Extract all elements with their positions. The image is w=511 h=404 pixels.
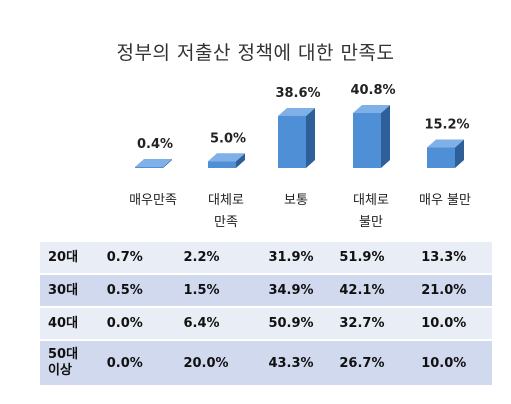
breakdown-table: 20대 0.7% 2.2% 31.9% 51.9% 13.3% 30대 0.5% 1.5% 34.…	[40, 242, 492, 387]
table-cell: 34.9%	[260, 274, 332, 308]
table-row: 20대 0.7% 2.2% 31.9% 51.9% 13.3%	[40, 242, 492, 275]
table-cell: 6.4%	[175, 307, 261, 341]
bar-2	[208, 153, 245, 168]
data-label-1: 0.4%	[137, 137, 173, 152]
table-row: 30대 0.5% 1.5% 34.9% 42.1% 21.0%	[40, 274, 492, 308]
data-label-3: 38.6%	[275, 86, 320, 101]
bar-chart: 0.4% 5.0% 38.6% 40.8% 15.2%	[135, 83, 470, 168]
table-cell: 50.9%	[260, 307, 332, 341]
row-header: 30대	[40, 274, 99, 308]
table-cell: 2.2%	[175, 242, 261, 275]
table-cell: 0.5%	[98, 274, 176, 308]
table-cell: 26.7%	[331, 340, 414, 387]
table-cell: 10.0%	[413, 340, 492, 387]
table-row: 50대 이상 0.0% 20.0% 43.3% 26.7% 10.0%	[40, 340, 492, 387]
data-label-2: 5.0%	[210, 131, 246, 146]
category-label-2: 대체로 만족	[208, 193, 244, 230]
category-label-5: 매우 불만	[419, 193, 471, 208]
bar-4	[353, 105, 390, 168]
bar-5	[427, 139, 464, 168]
table-cell: 10.0%	[413, 307, 492, 341]
data-label-4: 40.8%	[350, 83, 395, 98]
table-cell: 43.3%	[260, 340, 332, 387]
table-cell: 32.7%	[331, 307, 414, 341]
table-cell: 51.9%	[331, 242, 414, 275]
data-label-5: 15.2%	[424, 118, 469, 133]
table-cell: 21.0%	[413, 274, 492, 308]
category-label-3: 보통	[284, 193, 308, 208]
bar-1	[135, 159, 172, 168]
category-label-4: 대체로 불만	[353, 193, 389, 230]
table-row: 40대 0.0% 6.4% 50.9% 32.7% 10.0%	[40, 307, 492, 341]
table-cell: 0.0%	[98, 307, 176, 341]
chart-title: 정부의 저출산 정책에 대한 만족도	[116, 42, 395, 64]
table-cell: 0.7%	[98, 242, 176, 275]
table-cell: 20.0%	[175, 340, 261, 387]
row-header: 50대 이상	[40, 340, 99, 387]
category-label-1: 매우만족	[129, 193, 177, 208]
table-cell: 13.3%	[413, 242, 492, 275]
row-header: 20대	[40, 242, 99, 275]
table-cell: 1.5%	[175, 274, 261, 308]
table-cell: 42.1%	[331, 274, 414, 308]
bar-3	[278, 107, 315, 168]
row-header: 40대	[40, 307, 99, 341]
table-cell: 31.9%	[260, 242, 332, 275]
table-cell: 0.0%	[98, 340, 176, 387]
